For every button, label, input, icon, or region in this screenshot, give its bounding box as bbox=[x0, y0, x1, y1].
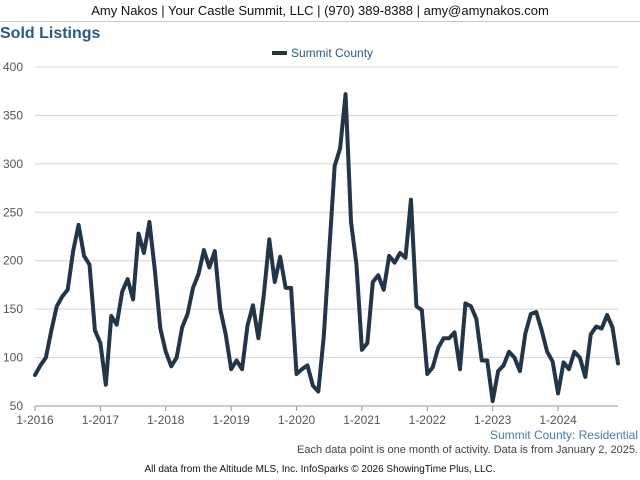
y-tick-label: 100 bbox=[3, 351, 23, 365]
x-tick-label: 1-2024 bbox=[539, 413, 577, 427]
legend: Summit County bbox=[272, 46, 373, 60]
y-tick-label: 200 bbox=[3, 254, 23, 268]
x-tick-label: 1-2022 bbox=[409, 413, 447, 427]
series-line-summit-county bbox=[33, 92, 620, 404]
x-tick-label: 1-2020 bbox=[278, 413, 316, 427]
grid-lines bbox=[35, 66, 618, 407]
legend-label: Summit County bbox=[291, 46, 373, 60]
x-tick-label: 1-2018 bbox=[147, 413, 185, 427]
y-tick-label: 50 bbox=[10, 399, 24, 413]
contact-header: Amy Nakos | Your Castle Summit, LLC | (9… bbox=[0, 0, 640, 22]
y-tick-label: 150 bbox=[3, 302, 23, 316]
series-layer bbox=[33, 92, 620, 404]
chart-title: Sold Listings bbox=[0, 25, 101, 42]
y-tick-label: 350 bbox=[3, 108, 23, 122]
y-tick-label: 250 bbox=[3, 205, 23, 219]
x-tick-label: 1-2016 bbox=[16, 413, 54, 427]
x-tick-label: 1-2021 bbox=[343, 413, 381, 427]
x-axis: 1-2016 1-2017 1-2018 1-2019 1-2020 1-2021 1-20… bbox=[16, 406, 577, 427]
x-tick-label: 1-2019 bbox=[212, 413, 250, 427]
x-tick-label: 1-2017 bbox=[82, 413, 120, 427]
x-tick-label: 1-2023 bbox=[474, 413, 512, 427]
source-footer: All data from the Altitude MLS, Inc. Inf… bbox=[144, 464, 496, 475]
data-note: Each data point is one month of activity… bbox=[297, 444, 638, 456]
y-tick-label: 400 bbox=[3, 60, 23, 74]
y-tick-label: 300 bbox=[3, 157, 23, 171]
chart-caption: Summit County: Residential bbox=[489, 428, 638, 442]
y-axis: 50 100 150 200 250 300 350 400 bbox=[3, 60, 23, 413]
